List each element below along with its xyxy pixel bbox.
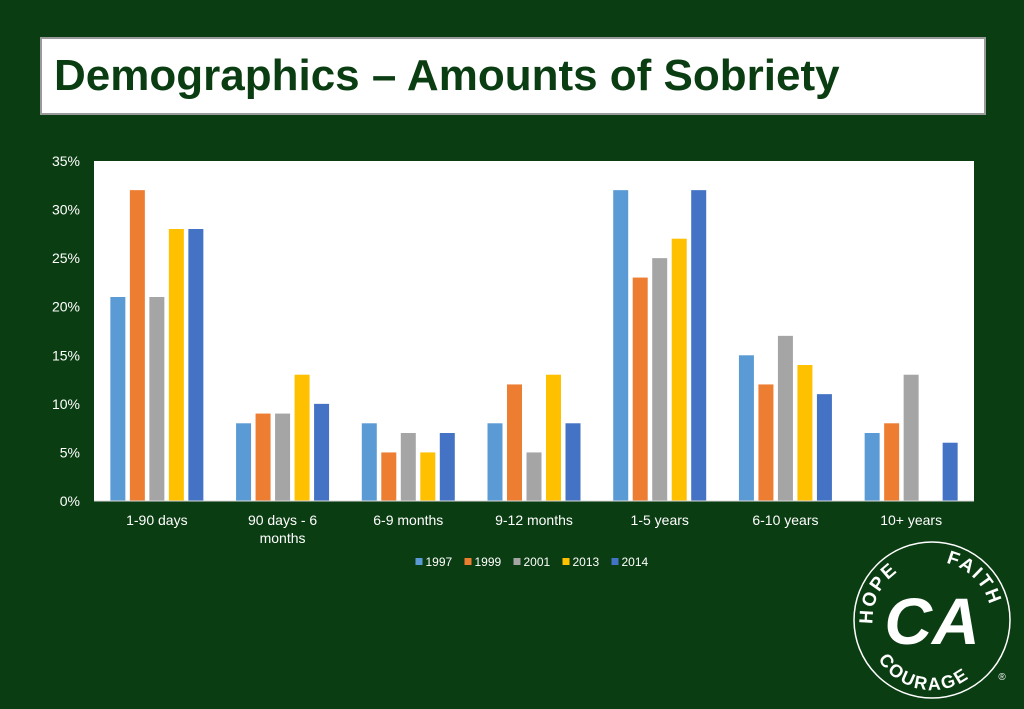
bar: [420, 452, 436, 501]
bar: [381, 452, 397, 501]
legend-item: 2001: [513, 555, 551, 569]
bar: [738, 355, 754, 501]
bar: [361, 423, 377, 501]
bar: [129, 190, 145, 501]
bar-chart: 0% 5% 10% 15% 20% 25% 30% 35% 1-90 days 90 days …: [52, 153, 974, 569]
legend-swatch: [464, 558, 472, 565]
legend-label: 1999: [475, 555, 502, 569]
bar: [236, 423, 252, 501]
bar: [314, 403, 330, 501]
plot-background: [94, 161, 974, 501]
bar: [797, 365, 813, 501]
y-tick-label: 35%: [52, 153, 80, 169]
legend-item: 1999: [464, 555, 502, 569]
title-box: Demographics – Amounts of Sobriety: [40, 37, 986, 115]
bar: [188, 229, 204, 501]
bar: [526, 452, 542, 501]
bar: [294, 374, 310, 501]
x-tick-label: 1-90 days: [126, 512, 187, 528]
bar: [487, 423, 503, 501]
bar: [168, 229, 184, 501]
y-tick-label: 0%: [60, 493, 80, 509]
bar: [652, 258, 668, 501]
legend-label: 1997: [426, 555, 453, 569]
y-tick-label: 20%: [52, 299, 80, 315]
bar: [884, 423, 900, 501]
page-title: Demographics – Amounts of Sobriety: [54, 51, 840, 100]
x-axis-tick-labels: 1-90 days 90 days - 6 months 6-9 months 9-12…: [126, 512, 942, 546]
bar: [565, 423, 581, 501]
bar: [942, 442, 958, 501]
bar: [439, 433, 455, 501]
legend-item: 2014: [611, 555, 649, 569]
x-tick-label: 6-9 months: [373, 512, 443, 528]
bar: [546, 374, 561, 501]
x-tick-label: 10+ years: [880, 512, 942, 528]
x-tick-label: 9-12 months: [495, 512, 573, 528]
bar: [632, 277, 648, 501]
legend-label: 2013: [573, 555, 600, 569]
legend-swatch: [513, 558, 521, 565]
bar: [110, 297, 126, 501]
legend: 1997 1999 2001 2013 2014: [415, 555, 649, 569]
legend-item: 1997: [415, 555, 453, 569]
bar: [613, 190, 629, 501]
bar: [671, 238, 687, 501]
ca-logo: HOPE FAITH COURAGE CA ®: [853, 541, 1011, 699]
bar: [507, 384, 522, 501]
bar: [864, 433, 880, 501]
bar: [816, 394, 832, 501]
x-tick-label: 90 days - 6 months: [248, 512, 317, 546]
y-tick-label: 25%: [52, 250, 80, 266]
legend-swatch: [415, 558, 423, 565]
chart-area: 0% 5% 10% 15% 20% 25% 30% 35% 1-90 days 90 days …: [0, 150, 1024, 580]
bar: [275, 413, 291, 501]
y-axis-tick-labels: 0% 5% 10% 15% 20% 25% 30% 35%: [52, 153, 80, 509]
legend-swatch: [562, 558, 570, 565]
y-tick-label: 5%: [60, 444, 80, 460]
bar: [255, 413, 271, 501]
y-tick-label: 30%: [52, 202, 80, 218]
bar: [149, 297, 165, 501]
legend-item: 2013: [562, 555, 600, 569]
legend-label: 2001: [524, 555, 551, 569]
y-tick-label: 10%: [52, 396, 80, 412]
bar: [903, 374, 919, 501]
legend-swatch: [611, 558, 619, 565]
logo-monogram: CA: [884, 584, 979, 658]
x-tick-label: 1-5 years: [631, 512, 689, 528]
logo-circle: [853, 541, 1011, 699]
bar: [777, 335, 793, 501]
logo-registered-mark: ®: [998, 672, 1006, 683]
legend-label: 2014: [622, 555, 649, 569]
bar: [400, 433, 416, 501]
bars: [110, 190, 958, 501]
bar: [758, 384, 774, 501]
y-tick-label: 15%: [52, 347, 80, 363]
x-tick-label: 6-10 years: [752, 512, 818, 528]
bar: [691, 190, 707, 501]
